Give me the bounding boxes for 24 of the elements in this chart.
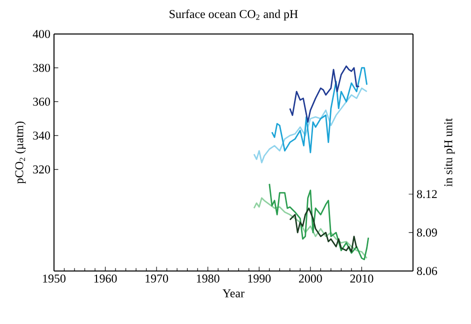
x-tick-label: 1990 (248, 274, 271, 283)
y-tick-label: 380 (33, 64, 50, 72)
y-tick-label: 340 (33, 132, 50, 140)
x-tick-label: 2010 (350, 274, 374, 283)
line-series (289, 65, 360, 123)
x-axis-title: Year (222, 289, 244, 298)
y2-tick-label: 8.09 (416, 228, 437, 237)
line-series (271, 67, 368, 154)
x-tick-label: 1960 (94, 274, 117, 283)
y-tick-label: 400 (32, 30, 50, 38)
y2-tick-label: 8.12 (416, 190, 437, 198)
line-series (268, 183, 370, 260)
x-tick-label: 2000 (299, 274, 322, 283)
y-tick-label: 360 (33, 98, 50, 106)
x-tick-label: 1950 (43, 274, 66, 283)
y-axis-title: pCO$_{2}$ (µatm) (14, 122, 26, 184)
x-tick-label: 1970 (146, 274, 168, 283)
chart-title: Surface ocean CO$_{2}$ and pH (170, 10, 298, 21)
y2-axis-title: in situ pH unit (444, 118, 455, 187)
line-series (253, 87, 368, 164)
y2-tick-label: 8.06 (416, 266, 438, 276)
line-series (289, 208, 358, 252)
y-tick-label: 320 (33, 165, 50, 174)
x-tick-label: 1980 (196, 274, 220, 283)
